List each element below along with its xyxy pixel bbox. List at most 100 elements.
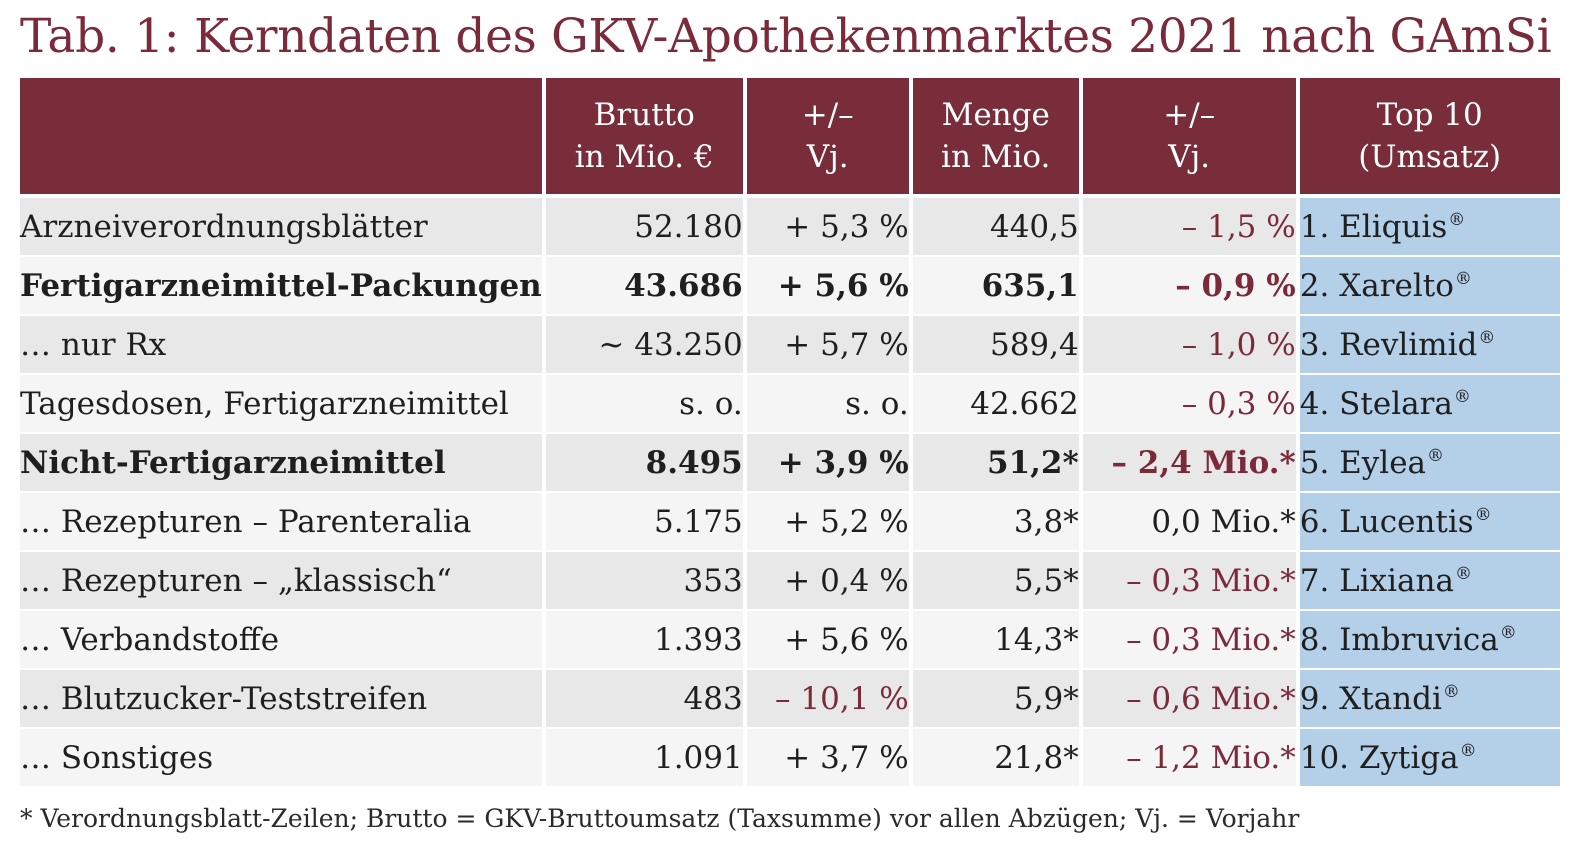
table-row: Arzneiverordnungsblätter 52.180 + 5,3 % 440… [20, 198, 1560, 257]
brutto-change-value: – 10,1 % [746, 670, 913, 729]
row-label: … Rezepturen – „klassisch“ [20, 552, 546, 611]
header-cell-menge: Menge in Mio. [912, 78, 1083, 198]
registered-mark: ® [1478, 327, 1496, 348]
brutto-change-value: + 5,7 % [746, 316, 913, 375]
header-top10-line2: (Umsatz) [1358, 139, 1502, 175]
top10-cell: 10. Zytiga® [1299, 729, 1560, 788]
top10-drug-name: 5. Eylea [1299, 444, 1427, 481]
top10-drug-name: 8. Imbruvica [1299, 621, 1499, 658]
row-label: … Rezepturen – Parenteralia [20, 493, 546, 552]
page-title: Tab. 1: Kerndaten des GKV-Apothekenmarkt… [20, 9, 1552, 64]
header-top10-line1: Top 10 [1376, 97, 1483, 133]
menge-change-value: – 0,6 Mio.* [1082, 670, 1300, 729]
menge-value: 5,5* [912, 552, 1083, 611]
registered-mark: ® [1442, 681, 1460, 702]
brutto-value: 483 [545, 670, 747, 729]
row-label: Nicht-Fertigarzneimittel [20, 434, 546, 493]
menge-value: 589,4 [912, 316, 1083, 375]
brutto-value: ~ 43.250 [545, 316, 747, 375]
top10-cell: 2. Xarelto® [1299, 257, 1560, 316]
header-menge-change-line1: +/– [1163, 97, 1216, 133]
brutto-value: 353 [545, 552, 747, 611]
header-cell-brutto-change: +/– Vj. [746, 78, 913, 198]
menge-change-value: – 1,5 % [1082, 198, 1300, 257]
menge-change-value: – 2,4 Mio.* [1082, 434, 1300, 493]
row-label: … Sonstiges [20, 729, 546, 788]
brutto-change-value: + 5,6 % [746, 611, 913, 670]
row-label: … Verbandstoffe [20, 611, 546, 670]
registered-mark: ® [1499, 622, 1517, 643]
registered-mark: ® [1454, 563, 1472, 584]
table-row: … Rezepturen – Parenteralia 5.175 + 5,2 % 3… [20, 493, 1560, 552]
header-cell-label [20, 78, 546, 198]
top10-cell: 7. Lixiana® [1299, 552, 1560, 611]
header-menge-line2: in Mio. [941, 139, 1051, 175]
row-label: Tagesdosen, Fertigarzneimittel [20, 375, 546, 434]
registered-mark: ® [1474, 504, 1492, 525]
table-row: Fertigarzneimittel-Packungen 43.686 + 5,6 … [20, 257, 1560, 316]
menge-change-value: 0,0 Mio.* [1082, 493, 1300, 552]
brutto-value: 1.091 [545, 729, 747, 788]
menge-value: 5,9* [912, 670, 1083, 729]
brutto-change-value: + 3,7 % [746, 729, 913, 788]
top10-drug-name: 9. Xtandi [1299, 680, 1442, 717]
header-brutto-line2: in Mio. € [574, 139, 714, 175]
brutto-value: 1.393 [545, 611, 747, 670]
top10-cell: 6. Lucentis® [1299, 493, 1560, 552]
table-row: Tagesdosen, Fertigarzneimittel s. o. s. o.… [20, 375, 1560, 434]
menge-change-value: – 0,9 % [1082, 257, 1300, 316]
header-menge-change-line2: Vj. [1168, 139, 1211, 175]
registered-mark: ® [1448, 209, 1466, 230]
top10-cell: 1. Eliquis® [1299, 198, 1560, 257]
header-brutto-change-line2: Vj. [806, 139, 849, 175]
table-row: … Sonstiges 1.091 + 3,7 % 21,8* – 1,2 Mio.* 1… [20, 729, 1560, 788]
top10-drug-name: 3. Revlimid [1299, 326, 1478, 363]
data-table: Brutto in Mio. € +/– Vj. Menge in Mio. +/– V… [20, 78, 1560, 788]
menge-change-value: – 1,0 % [1082, 316, 1300, 375]
header-cell-menge-change: +/– Vj. [1082, 78, 1300, 198]
row-label: Arzneiverordnungsblätter [20, 198, 546, 257]
menge-change-value: – 0,3 Mio.* [1082, 611, 1300, 670]
brutto-change-value: + 3,9 % [746, 434, 913, 493]
top10-cell: 5. Eylea® [1299, 434, 1560, 493]
table-row: … Blutzucker-Teststreifen 483– 10,1 % 5,9*… [20, 670, 1560, 729]
top10-drug-name: 4. Stelara [1299, 385, 1453, 422]
menge-change-value: – 1,2 Mio.* [1082, 729, 1300, 788]
header-brutto-line1: Brutto [593, 97, 695, 133]
top10-drug-name: 1. Eliquis [1299, 208, 1448, 245]
registered-mark: ® [1453, 386, 1471, 407]
registered-mark: ® [1427, 445, 1445, 466]
menge-value: 42.662 [912, 375, 1083, 434]
registered-mark: ® [1459, 740, 1477, 761]
header-cell-brutto: Brutto in Mio. € [545, 78, 747, 198]
brutto-change-value: + 5,6 % [746, 257, 913, 316]
menge-value: 3,8* [912, 493, 1083, 552]
table-header-row: Brutto in Mio. € +/– Vj. Menge in Mio. +/– V… [20, 78, 1560, 198]
brutto-change-value: + 5,3 % [746, 198, 913, 257]
top10-drug-name: 2. Xarelto [1299, 267, 1454, 304]
brutto-value: 52.180 [545, 198, 747, 257]
brutto-change-value: s. o. [746, 375, 913, 434]
menge-value: 21,8* [912, 729, 1083, 788]
menge-value: 440,5 [912, 198, 1083, 257]
top10-cell: 8. Imbruvica® [1299, 611, 1560, 670]
top10-cell: 4. Stelara® [1299, 375, 1560, 434]
menge-value: 635,1 [912, 257, 1083, 316]
menge-change-value: – 0,3 Mio.* [1082, 552, 1300, 611]
header-cell-top10: Top 10 (Umsatz) [1299, 78, 1560, 198]
top10-drug-name: 10. Zytiga [1299, 739, 1459, 776]
header-menge-line1: Menge [941, 97, 1050, 133]
menge-change-value: – 0,3 % [1082, 375, 1300, 434]
brutto-value: 5.175 [545, 493, 747, 552]
top10-cell: 9. Xtandi® [1299, 670, 1560, 729]
menge-value: 51,2* [912, 434, 1083, 493]
table-row: … nur Rx ~ 43.250 + 5,7 % 589,4– 1,0 % 3. Re… [20, 316, 1560, 375]
brutto-change-value: + 5,2 % [746, 493, 913, 552]
header-brutto-change-line1: +/– [801, 97, 854, 133]
brutto-value: 43.686 [545, 257, 747, 316]
row-label: … Blutzucker-Teststreifen [20, 670, 546, 729]
table-row: Nicht-Fertigarzneimittel 8.495 + 3,9 % 51,2… [20, 434, 1560, 493]
table-row: … Verbandstoffe 1.393 + 5,6 % 14,3* – 0,3 Mi… [20, 611, 1560, 670]
top10-drug-name: 6. Lucentis [1299, 503, 1474, 540]
brutto-change-value: + 0,4 % [746, 552, 913, 611]
